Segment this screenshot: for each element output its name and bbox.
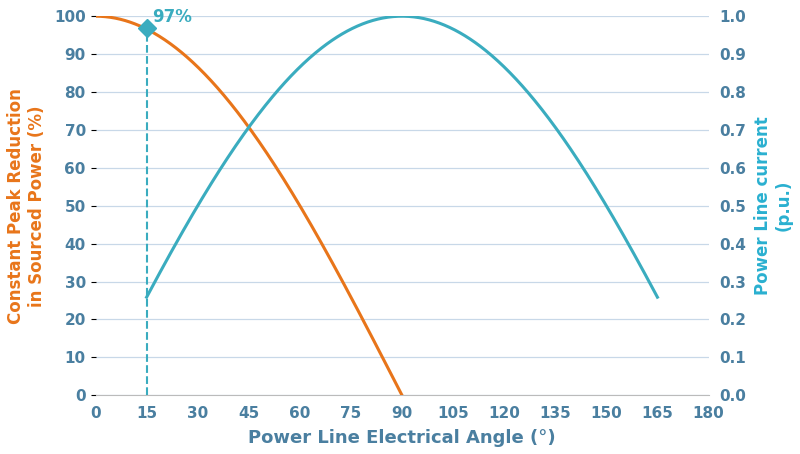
Y-axis label: Constant Peak Reduction
in Sourced Power (%): Constant Peak Reduction in Sourced Power… bbox=[7, 88, 46, 324]
Y-axis label: Power Line current
(p.u.): Power Line current (p.u.) bbox=[754, 116, 793, 295]
Text: 97%: 97% bbox=[152, 8, 192, 26]
X-axis label: Power Line Electrical Angle (°): Power Line Electrical Angle (°) bbox=[248, 429, 556, 447]
